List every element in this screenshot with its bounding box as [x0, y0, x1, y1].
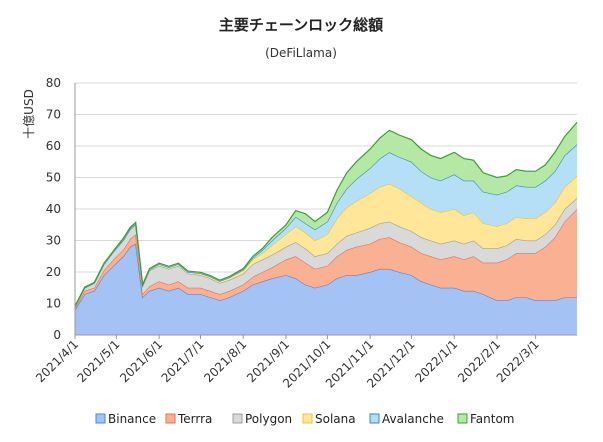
- legend-swatch-binance: [95, 413, 106, 424]
- legend-swatch-solana: [302, 413, 313, 424]
- y-tick-label: 30: [46, 234, 61, 248]
- y-tick-label: 50: [46, 171, 61, 185]
- area-series: [74, 122, 578, 335]
- y-tick-label: 80: [46, 76, 61, 90]
- x-tick-label: 2021/5/1: [74, 337, 122, 385]
- legend-swatch-avalanche: [369, 413, 380, 424]
- x-tick-label: 2021/7/1: [159, 337, 207, 385]
- chart-subtitle: (DeFiLlama): [265, 46, 337, 60]
- y-tick-label: 40: [46, 202, 61, 216]
- y-axis-label: 十億USD: [22, 89, 36, 139]
- y-tick-label: 0: [53, 328, 61, 342]
- legend-label-polygon: Polygon: [245, 412, 292, 426]
- y-tick-labels: 0 10 20 30 40 50 60 70 80: [46, 76, 61, 342]
- x-tick-labels: 2021/4/12021/5/12021/6/12021/7/12021/8/1…: [33, 335, 542, 391]
- x-tick-label: 2021/6/1: [117, 337, 165, 385]
- chart-title: 主要チェーンロック総額: [219, 16, 383, 34]
- legend-label-terrra: Terrra: [177, 412, 212, 426]
- y-tick-label: 20: [46, 265, 61, 279]
- legend-label-binance: Binance: [108, 412, 156, 426]
- x-tick-label: 2021/8/1: [201, 337, 249, 385]
- series-area-binance: [75, 243, 577, 335]
- legend-swatch-fantom: [457, 413, 468, 424]
- legend-label-solana: Solana: [315, 412, 356, 426]
- series-area-avalanche: [75, 144, 577, 307]
- legend: Binance Terrra Polygon Solana Avalanche Fanto…: [95, 412, 515, 426]
- series-area-terrra: [75, 209, 577, 310]
- legend-label-fantom: Fantom: [470, 412, 515, 426]
- x-tick-label: 2021/4/1: [33, 337, 81, 385]
- series-area-polygon: [75, 198, 577, 309]
- x-tick-label: 2022/3/1: [494, 337, 542, 385]
- y-tick-label: 60: [46, 139, 61, 153]
- x-tick-label: 2022/1/1: [412, 337, 460, 385]
- y-tick-label: 70: [46, 108, 61, 122]
- series-area-fantom: [75, 122, 577, 307]
- legend-swatch-polygon: [232, 413, 243, 424]
- legend-swatch-terrra: [165, 413, 176, 424]
- series-line-fantom: [74, 122, 578, 307]
- y-tick-label: 10: [46, 297, 61, 311]
- legend-label-avalanche: Avalanche: [382, 412, 444, 426]
